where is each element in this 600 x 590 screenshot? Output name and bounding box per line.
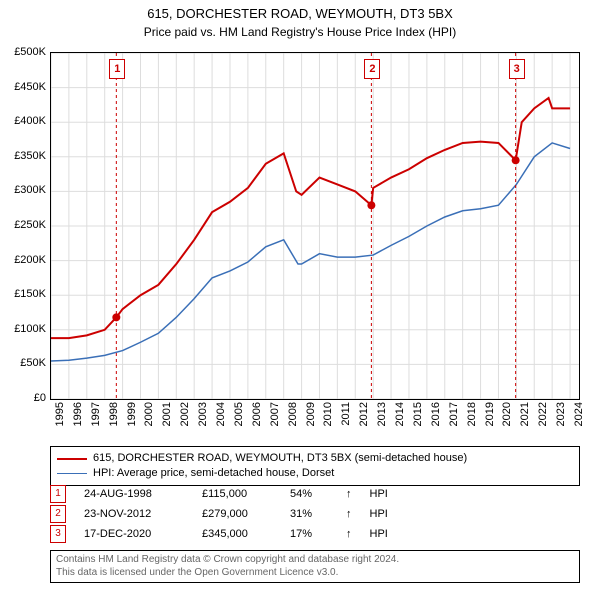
x-axis-label: 2002 — [179, 402, 191, 426]
x-axis-label: 2023 — [555, 402, 567, 426]
y-axis-label: £0 — [2, 392, 46, 404]
x-axis-label: 2003 — [197, 402, 209, 426]
transaction-pct: 17% — [290, 524, 328, 544]
x-axis-label: 2009 — [305, 402, 317, 426]
transaction-price: £279,000 — [202, 504, 272, 524]
chart-area: 1 2 3 — [50, 52, 580, 400]
transaction-table: 1 24-AUG-1998 £115,000 54% HPI 2 23-NOV-… — [50, 484, 388, 544]
x-axis-label: 1995 — [54, 402, 66, 426]
transaction-flag: 1 — [50, 485, 66, 503]
y-axis-label: £500K — [2, 46, 46, 58]
y-axis-label: £200K — [2, 254, 46, 266]
x-axis-label: 2018 — [466, 402, 478, 426]
y-axis-label: £450K — [2, 81, 46, 93]
legend-row: 615, DORCHESTER ROAD, WEYMOUTH, DT3 5BX … — [57, 451, 573, 466]
x-axis-label: 2005 — [233, 402, 245, 426]
x-axis-label: 2017 — [448, 402, 460, 426]
transaction-pct: 54% — [290, 484, 328, 504]
x-axis-label: 2010 — [322, 402, 334, 426]
transaction-row: 2 23-NOV-2012 £279,000 31% HPI — [50, 504, 388, 524]
legend-row: HPI: Average price, semi-detached house,… — [57, 466, 573, 481]
legend-label: HPI: Average price, semi-detached house,… — [93, 466, 334, 481]
x-axis-label: 2008 — [287, 402, 299, 426]
price-chart-page: { "title_line1": "615, DORCHESTER ROAD, … — [0, 0, 600, 590]
x-axis-label: 2004 — [215, 402, 227, 426]
chart-flag: 3 — [509, 59, 525, 79]
x-axis-label: 2024 — [573, 402, 585, 426]
up-arrow-icon — [346, 484, 352, 504]
chart-flag: 1 — [109, 59, 125, 79]
transaction-date: 17-DEC-2020 — [84, 524, 184, 544]
transaction-suffix: HPI — [370, 504, 388, 524]
x-axis-label: 2006 — [251, 402, 263, 426]
x-axis-label: 1998 — [108, 402, 120, 426]
x-axis-label: 2016 — [430, 402, 442, 426]
x-axis-label: 2011 — [340, 402, 352, 426]
x-axis-label: 1999 — [126, 402, 138, 426]
x-axis-label: 2014 — [394, 402, 406, 426]
transaction-flag: 2 — [50, 505, 66, 523]
chart-svg — [51, 53, 579, 399]
transaction-row: 1 24-AUG-1998 £115,000 54% HPI — [50, 484, 388, 504]
chart-flag: 2 — [364, 59, 380, 79]
attribution-line: This data is licensed under the Open Gov… — [56, 567, 574, 580]
x-axis-label: 2019 — [484, 402, 496, 426]
up-arrow-icon — [346, 504, 352, 524]
transaction-pct: 31% — [290, 504, 328, 524]
x-axis-label: 2015 — [412, 402, 424, 426]
series-property — [51, 98, 570, 338]
transaction-suffix: HPI — [370, 484, 388, 504]
transaction-row: 3 17-DEC-2020 £345,000 17% HPI — [50, 524, 388, 544]
attribution: Contains HM Land Registry data © Crown c… — [50, 550, 580, 583]
legend-swatch — [57, 458, 87, 460]
up-arrow-icon — [346, 524, 352, 544]
attribution-line: Contains HM Land Registry data © Crown c… — [56, 554, 574, 567]
chart-subtitle: Price paid vs. HM Land Registry's House … — [0, 23, 600, 39]
legend-swatch — [57, 473, 87, 474]
x-axis-label: 2022 — [537, 402, 549, 426]
y-axis-label: £250K — [2, 219, 46, 231]
x-axis-label: 2013 — [376, 402, 388, 426]
y-axis-label: £50K — [2, 357, 46, 369]
transaction-date: 23-NOV-2012 — [84, 504, 184, 524]
legend: 615, DORCHESTER ROAD, WEYMOUTH, DT3 5BX … — [50, 446, 580, 486]
x-axis-label: 2001 — [161, 402, 173, 426]
series-hpi — [51, 143, 570, 361]
y-axis-label: £300K — [2, 184, 46, 196]
y-axis-label: £350K — [2, 150, 46, 162]
y-axis-label: £150K — [2, 288, 46, 300]
x-axis-label: 2000 — [143, 402, 155, 426]
x-axis-label: 2021 — [519, 402, 531, 426]
x-axis-label: 2007 — [269, 402, 281, 426]
x-axis-label: 2020 — [501, 402, 513, 426]
x-axis-label: 2012 — [358, 402, 370, 426]
transaction-price: £345,000 — [202, 524, 272, 544]
x-axis-label: 1996 — [72, 402, 84, 426]
y-axis-label: £400K — [2, 115, 46, 127]
y-axis-label: £100K — [2, 323, 46, 335]
transaction-price: £115,000 — [202, 484, 272, 504]
legend-label: 615, DORCHESTER ROAD, WEYMOUTH, DT3 5BX … — [93, 451, 467, 466]
transaction-date: 24-AUG-1998 — [84, 484, 184, 504]
chart-title: 615, DORCHESTER ROAD, WEYMOUTH, DT3 5BX — [0, 0, 600, 23]
transaction-suffix: HPI — [370, 524, 388, 544]
transaction-flag: 3 — [50, 525, 66, 543]
x-axis-label: 1997 — [90, 402, 102, 426]
